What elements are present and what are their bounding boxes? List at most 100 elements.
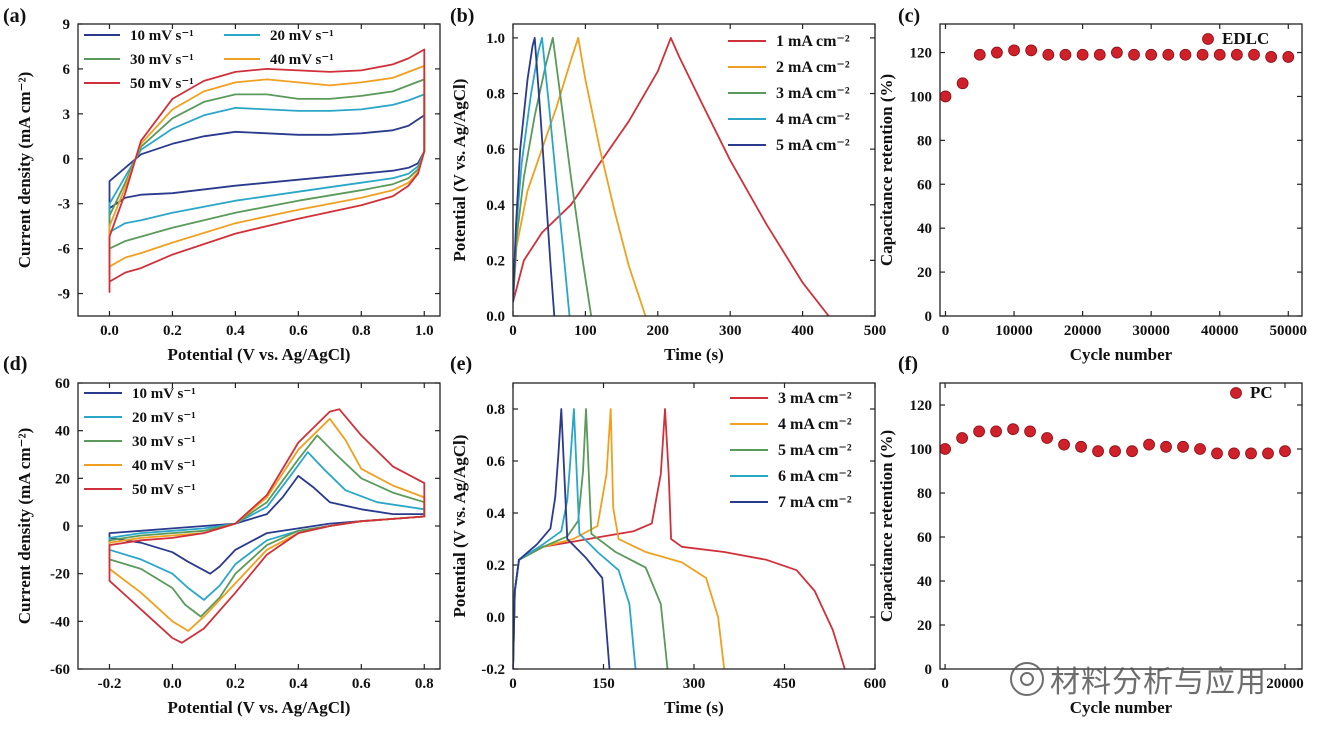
legend-c: EDLC xyxy=(1202,29,1269,48)
series-line-d-5 xyxy=(108,408,426,644)
panel-a: (a) 0.0 0.2 0.4 0.6 0.8 1.0 -9 -6 -3 0 3 6 9 Potential… xyxy=(3,5,441,364)
x-tick-label-d: 0.0 xyxy=(163,676,182,692)
x-tick-label-d: 0.2 xyxy=(226,676,245,692)
watermark: 材料分析与应用 xyxy=(1010,662,1310,700)
data-point-f xyxy=(1262,447,1274,460)
series-line-a-3 xyxy=(108,78,426,257)
legend-label-c: EDLC xyxy=(1222,29,1269,48)
data-point-f xyxy=(1177,440,1189,453)
y-tick-label-b: 0.4 xyxy=(486,198,505,214)
plot-frame-b xyxy=(512,23,876,317)
x-tick-label-a: 0.8 xyxy=(352,323,371,339)
x-tick-label-c: 50000 xyxy=(1270,323,1308,339)
data-point-f xyxy=(940,443,951,455)
data-point-c xyxy=(940,90,952,103)
plot-frame-d xyxy=(77,382,441,670)
x-axis-label-e: Time (s) xyxy=(664,698,724,717)
data-point-c xyxy=(956,77,969,90)
x-tick-label-a: 1.0 xyxy=(415,323,434,339)
x-tick-label-a: 0.0 xyxy=(100,323,119,339)
plot-frame-c xyxy=(939,23,1303,317)
x-tick-label-e: 450 xyxy=(773,676,796,692)
y-tick-label-c: 60 xyxy=(917,177,932,193)
y-tick-label-a: -6 xyxy=(58,242,71,258)
data-point-f xyxy=(1041,432,1053,444)
legend-label-e: 6 mA cm⁻² xyxy=(778,468,852,485)
x-tick-label-b: 200 xyxy=(647,323,670,339)
y-tick-label-a: 6 xyxy=(63,62,71,78)
x-tick-label-b: 100 xyxy=(574,323,597,339)
series-line-b-2 xyxy=(513,37,647,316)
legend-label-b: 2 mA cm⁻² xyxy=(776,59,850,76)
x-tick-label-c: 0 xyxy=(942,323,950,339)
data-point-c xyxy=(1042,48,1055,61)
panel-d: (d) -0.2 0.0 0.2 0.4 0.6 0.8 -60 -40 -20 0 20 40 60 Po… xyxy=(3,353,441,717)
plot-area-c xyxy=(940,44,1295,103)
series-line-e-2 xyxy=(513,408,726,669)
plot-frame-e xyxy=(512,382,876,670)
series-line-b-3 xyxy=(513,37,593,316)
x-axis-label-b: Time (s) xyxy=(664,345,724,364)
x-tick-label-d: 0.8 xyxy=(415,676,434,692)
x-tick-label-b: 500 xyxy=(864,323,887,339)
y-tick-label-c: 0 xyxy=(925,309,933,325)
x-tick-label-a: 0.4 xyxy=(226,323,245,339)
x-axis-label-f: Cycle number xyxy=(1070,698,1173,717)
data-point-f xyxy=(1058,438,1070,451)
data-point-c xyxy=(1248,48,1260,61)
series-line-b-4 xyxy=(513,37,571,316)
x-tick-label-d: 0.6 xyxy=(352,676,371,692)
legend-label-e: 5 mA cm⁻² xyxy=(778,442,852,459)
y-tick-label-a: 3 xyxy=(63,107,71,123)
legend-label-f: PC xyxy=(1250,383,1273,402)
series-line-b-5 xyxy=(513,37,556,316)
series-line-e-5 xyxy=(513,408,611,669)
y-axis-label-a: Current density (mA cm⁻²) xyxy=(15,72,34,268)
y-tick-label-a: 9 xyxy=(63,17,71,33)
y-tick-label-e: 0.6 xyxy=(486,454,505,470)
y-axis-label-f: Capacitance retention (%) xyxy=(877,430,896,622)
data-point-f xyxy=(1160,440,1172,453)
legend-marker-c xyxy=(1202,33,1214,45)
y-axis-label-c: Capacitance retention (%) xyxy=(877,74,896,266)
panel-e: (e) 0 150 300 450 600 -0.2 0.0 0.2 0.4 0.6 0.8 Time … xyxy=(450,353,886,717)
data-point-f xyxy=(1194,443,1206,455)
legend-label-a: 20 mV s⁻¹ xyxy=(270,28,334,44)
data-point-c xyxy=(1265,51,1278,63)
series-line-a-2 xyxy=(108,93,426,238)
y-tick-label-b: 0.6 xyxy=(486,142,505,158)
data-point-c xyxy=(1076,48,1089,61)
legend-label-a: 30 mV s⁻¹ xyxy=(130,52,194,68)
plot-area-f xyxy=(940,423,1291,460)
legend-b: 1 mA cm⁻² 2 mA cm⁻² 3 mA cm⁻² 4 mA cm⁻² 5 mA… xyxy=(728,33,850,154)
x-tick-label-f: 20000 xyxy=(1266,676,1304,692)
x-tick-label-d: 0.4 xyxy=(289,676,308,692)
legend-e: 3 mA cm⁻² 4 mA cm⁻² 5 mA cm⁻² 6 mA cm⁻² 7 mA… xyxy=(730,390,852,511)
watermark-text: 材料分析与应用 xyxy=(1050,665,1267,700)
x-tick-label-a: 0.2 xyxy=(163,323,182,339)
data-point-c xyxy=(1282,51,1295,63)
y-tick-label-e: 0.4 xyxy=(486,506,505,522)
wechat-logo-icon xyxy=(1010,662,1044,696)
panel-label-c: (c) xyxy=(898,5,920,27)
y-tick-label-d: 60 xyxy=(55,376,70,392)
legend-label-d: 40 mV s⁻¹ xyxy=(132,458,196,474)
x-tick-label-f: 0 xyxy=(941,676,949,692)
legend-label-b: 3 mA cm⁻² xyxy=(776,85,850,102)
y-tick-label-b: 1.0 xyxy=(486,31,505,47)
data-point-c xyxy=(1230,48,1243,61)
y-tick-label-d: 20 xyxy=(55,471,70,487)
plot-area-d xyxy=(108,408,426,644)
y-tick-label-e: 0.8 xyxy=(486,402,505,418)
data-point-f xyxy=(1245,447,1257,460)
y-tick-label-c: 20 xyxy=(917,265,932,281)
legend-label-b: 1 mA cm⁻² xyxy=(776,33,850,50)
y-tick-label-d: -40 xyxy=(50,614,70,630)
y-axis-label-e: Potential (V vs. Ag/AgCl) xyxy=(450,435,469,618)
y-tick-label-f: 100 xyxy=(910,442,933,458)
panel-label-a: (a) xyxy=(3,5,26,27)
data-point-f xyxy=(1075,440,1087,453)
data-point-c xyxy=(1059,48,1072,61)
legend-label-d: 50 mV s⁻¹ xyxy=(132,482,196,498)
x-tick-label-e: 150 xyxy=(592,676,615,692)
